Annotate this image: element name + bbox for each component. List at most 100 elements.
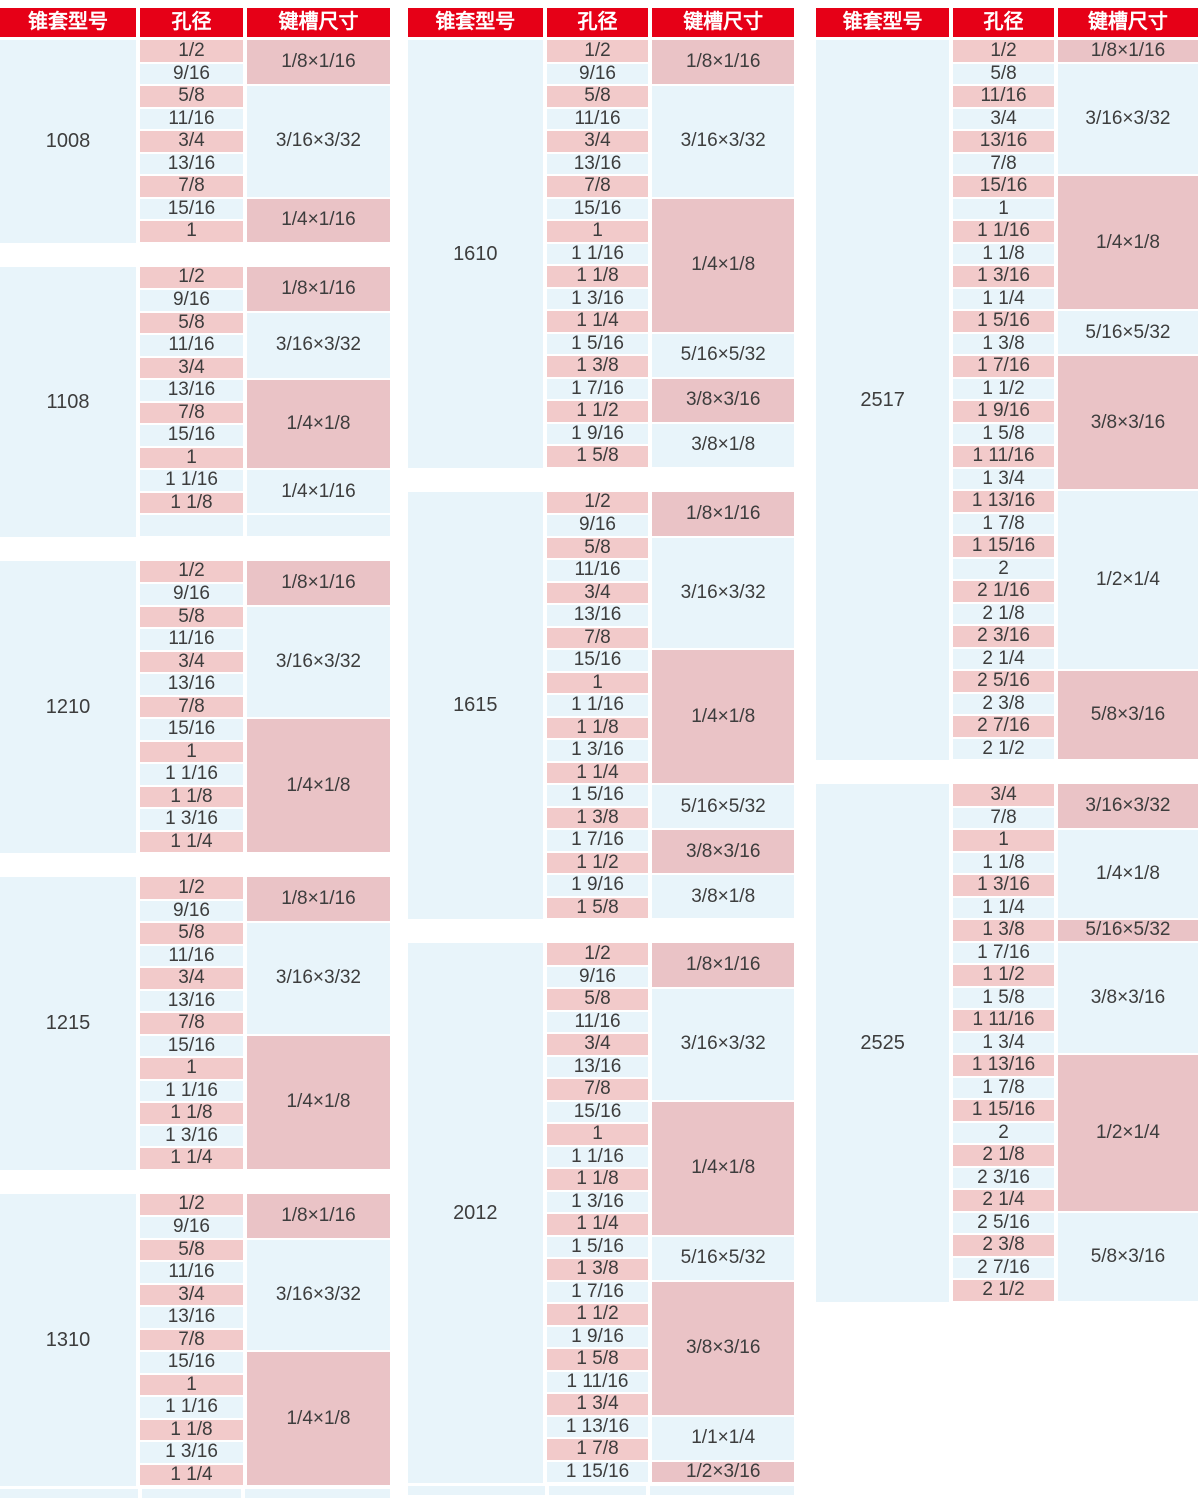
bore-cell: 1 1/16: [136, 469, 247, 493]
table-row: 1 3/8: [816, 332, 1198, 356]
bore-cell: 7/8: [136, 1328, 247, 1352]
bore-cell: 1 3/16: [542, 287, 653, 311]
bore-cell: 1: [136, 220, 247, 244]
bore-cell: 1 1/16: [542, 1145, 653, 1169]
bore-cell: 13/16: [542, 152, 653, 176]
bore-cell: 1 3/16: [949, 265, 1058, 289]
table-row: 1 1/4: [816, 287, 1198, 311]
table-row: 1 1/16: [816, 220, 1198, 244]
bore-cell: 11/16: [542, 107, 653, 131]
table-row: 1 9/16 3/8×1/8: [408, 422, 794, 469]
table-row: 1210 1/2 1/8×1/16: [0, 560, 390, 853]
bore-cell: 15/16: [949, 175, 1058, 199]
bore-cell: 1 1/4: [136, 1463, 247, 1487]
header-model-column: 锥套型号: [408, 8, 545, 37]
table-row: 1 5/16 5/16×5/32: [408, 784, 794, 830]
table-row: 1 1/16: [0, 763, 390, 787]
bore-cell: 1: [136, 740, 247, 764]
keyway-cell: 3/16×3/32: [244, 922, 390, 1036]
bore-cell: 2 1/8: [949, 602, 1058, 626]
bore-cell: 1 9/16: [542, 422, 653, 446]
table-row: 3/4: [408, 130, 794, 154]
keyway-cell: 3/16×3/32: [650, 85, 794, 199]
keyway-cell: 5/8×3/16: [1055, 670, 1198, 761]
table-row: 1 3/16: [0, 808, 390, 832]
table-row: 2 7/16: [816, 715, 1198, 739]
table-row: 1 7/16 3/8×3/16: [816, 941, 1198, 1055]
table-row: 2 1/8: [816, 1144, 1198, 1168]
bore-cell: 5/8: [542, 988, 653, 1012]
bore-cell: 9/16: [542, 965, 653, 989]
keyway-cell: 3/16×3/32: [1055, 62, 1198, 176]
table-row: 15/16 1/4×1/8: [408, 197, 794, 334]
table-row: 2 3/16: [816, 1166, 1198, 1190]
bore-cell: 1 7/16: [542, 377, 653, 401]
table-row: 1 3/16: [408, 1190, 794, 1214]
table-row: 15/16 1/4×1/8: [0, 718, 390, 854]
keyway-cell: 1/8×1/16: [244, 266, 390, 313]
bore-cell: 1 7/16: [542, 1280, 653, 1304]
table-row: 1615 1/2 1/8×1/16: [408, 491, 794, 919]
bore-cell: 13/16: [136, 673, 247, 697]
keyway-cell: 3/8×3/16: [1055, 355, 1198, 491]
bore-cell: 3/4: [949, 784, 1058, 808]
bore-cell: 1 5/16: [542, 332, 653, 356]
bore-cell: 11/16: [136, 944, 247, 968]
bore-cell: 1 7/16: [949, 355, 1058, 379]
bore-cell: 1: [136, 1057, 247, 1081]
cropped-row-strip: [0, 1489, 390, 1498]
bore-cell: 1: [949, 197, 1058, 221]
table-row: 1 7/8: [408, 1438, 794, 1462]
table-row: 1 1/4: [816, 896, 1198, 920]
bore-cell: 1 1/8: [136, 785, 247, 809]
bore-cell: 1 1/4: [542, 310, 653, 334]
keyway-cell: 3/8×1/8: [650, 874, 794, 920]
table-row: 11/16: [408, 107, 794, 131]
table-row: 2525 3/4 3/16×3/32: [816, 784, 1198, 1302]
keyway-cell: 5/16×5/32: [650, 784, 794, 830]
keyway-cell: 3/8×3/16: [650, 1280, 794, 1417]
keyway-cell: 5/16×5/32: [650, 332, 794, 379]
bore-cell: 3/4: [542, 130, 653, 154]
bore-cell: 1 3/16: [949, 874, 1058, 898]
table-row: 1: [408, 671, 794, 695]
model-cell: 1610: [408, 40, 545, 468]
table-header-row: 锥套型号 孔径 键槽尺寸: [408, 8, 794, 37]
bore-cell: 5/8: [542, 536, 653, 560]
table-row: 1 1/8: [816, 851, 1198, 875]
header-model-column: 锥套型号: [816, 8, 952, 37]
table-row: 1 1/8: [408, 716, 794, 740]
table-row: 2: [816, 1121, 1198, 1145]
bore-cell: 9/16: [542, 62, 653, 86]
model-block-1108: 1108 1/2 1/8×1/16 9/16 5/8 3/16×3/32 11/16 3/4 1…: [0, 266, 390, 538]
bore-cell: 1 1/16: [136, 1079, 247, 1103]
keyway-cell: 3/16×3/32: [650, 536, 794, 650]
table-row: 2 1/8: [816, 602, 1198, 626]
table-row: 15/16 1/4×1/8: [408, 1100, 794, 1237]
header-bore-column: 孔径: [542, 8, 653, 37]
model-block-1610: 1610 1/2 1/8×1/16 9/16 5/8 3/16×3/32 11/16 3/4 1…: [408, 40, 794, 469]
table-row: 1: [0, 1057, 390, 1081]
bore-cell: 9/16: [136, 583, 247, 607]
table-row: 13/16: [816, 130, 1198, 154]
bore-cell: 13/16: [542, 1055, 653, 1079]
table-row: 5/8 3/16×3/32: [408, 536, 794, 650]
table-row: 11/16: [0, 944, 390, 968]
table-row: 7/8: [0, 401, 390, 425]
table-row: 9/16: [0, 1216, 390, 1240]
table-row: 1 3/16: [0, 1441, 390, 1465]
table-row: 9/16: [408, 965, 794, 989]
bore-cell: 7/8: [136, 401, 247, 425]
bore-cell: 11/16: [136, 334, 247, 358]
cropped-cell: [244, 1489, 390, 1498]
keyway-cell: 1/8×1/16: [650, 943, 794, 989]
table-row: 5/8 3/16×3/32: [0, 1238, 390, 1352]
header-bore-column: 孔径: [949, 8, 1058, 37]
table-row: 15/16 1/4×1/8: [0, 1351, 390, 1487]
bore-cell: 13/16: [136, 152, 247, 176]
bore-cell: 15/16: [136, 197, 247, 221]
bore-cell: 2 3/16: [949, 625, 1058, 649]
table-row: 7/8: [0, 1328, 390, 1352]
keyway-cell: 1/2×1/4: [1055, 1054, 1198, 1213]
table-row: 2 1/4: [816, 647, 1198, 671]
